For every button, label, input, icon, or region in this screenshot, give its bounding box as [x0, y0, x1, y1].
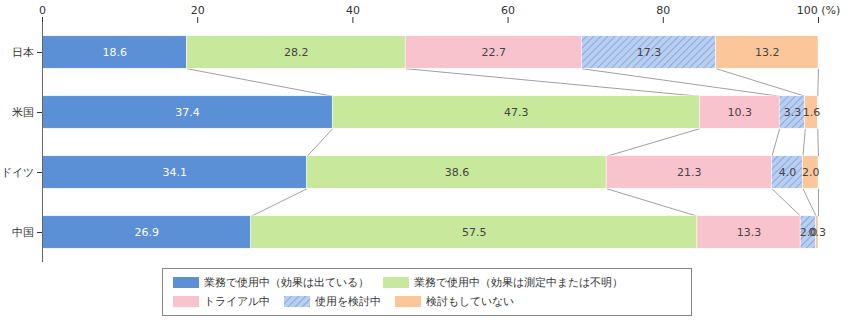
- svg-text:22.7: 22.7: [481, 46, 506, 59]
- html-text:業務で使用中（効果は出ている）: 業務で使用中（効果は出ている）: [204, 276, 369, 289]
- svg-text:20: 20: [191, 4, 205, 17]
- svg-text:38.6: 38.6: [445, 166, 470, 179]
- html-text:トライアル中: トライアル中: [204, 295, 270, 308]
- svg-text:100 (%): 100 (%): [797, 4, 841, 17]
- svg-text:17.3: 17.3: [637, 46, 662, 59]
- html-text:使用を検討中: 使用を検討中: [315, 295, 381, 308]
- svg-text:60: 60: [501, 4, 515, 17]
- svg-text:1.6: 1.6: [803, 106, 821, 119]
- svg-text:0.3: 0.3: [809, 226, 827, 239]
- svg-text:40: 40: [346, 4, 360, 17]
- svg-text:57.5: 57.5: [462, 226, 487, 239]
- html-text:検討もしていない: 検討もしていない: [426, 295, 514, 308]
- svg-text:日本: 日本: [12, 46, 34, 59]
- svg-text:3.3: 3.3: [784, 106, 802, 119]
- svg-text:13.3: 13.3: [737, 226, 762, 239]
- svg-text:米国: 米国: [12, 106, 34, 119]
- svg-text:中国: 中国: [12, 226, 34, 239]
- svg-text:47.3: 47.3: [504, 106, 529, 119]
- svg-text:18.6: 18.6: [102, 46, 127, 59]
- svg-text:10.3: 10.3: [727, 106, 752, 119]
- svg-text:34.1: 34.1: [163, 166, 188, 179]
- svg-text:2.0: 2.0: [802, 166, 820, 179]
- svg-text:ドイツ: ドイツ: [1, 166, 34, 179]
- html-text:業務で使用中（効果は測定中または不明）: 業務で使用中（効果は測定中または不明）: [414, 276, 623, 289]
- svg-text:80: 80: [656, 4, 670, 17]
- svg-text:28.2: 28.2: [284, 46, 309, 59]
- svg-text:0: 0: [39, 4, 46, 17]
- svg-text:21.3: 21.3: [677, 166, 702, 179]
- svg-text:26.9: 26.9: [135, 226, 160, 239]
- svg-text:4.0: 4.0: [779, 166, 797, 179]
- svg-text:37.4: 37.4: [175, 106, 200, 119]
- svg-text:13.2: 13.2: [755, 46, 780, 59]
